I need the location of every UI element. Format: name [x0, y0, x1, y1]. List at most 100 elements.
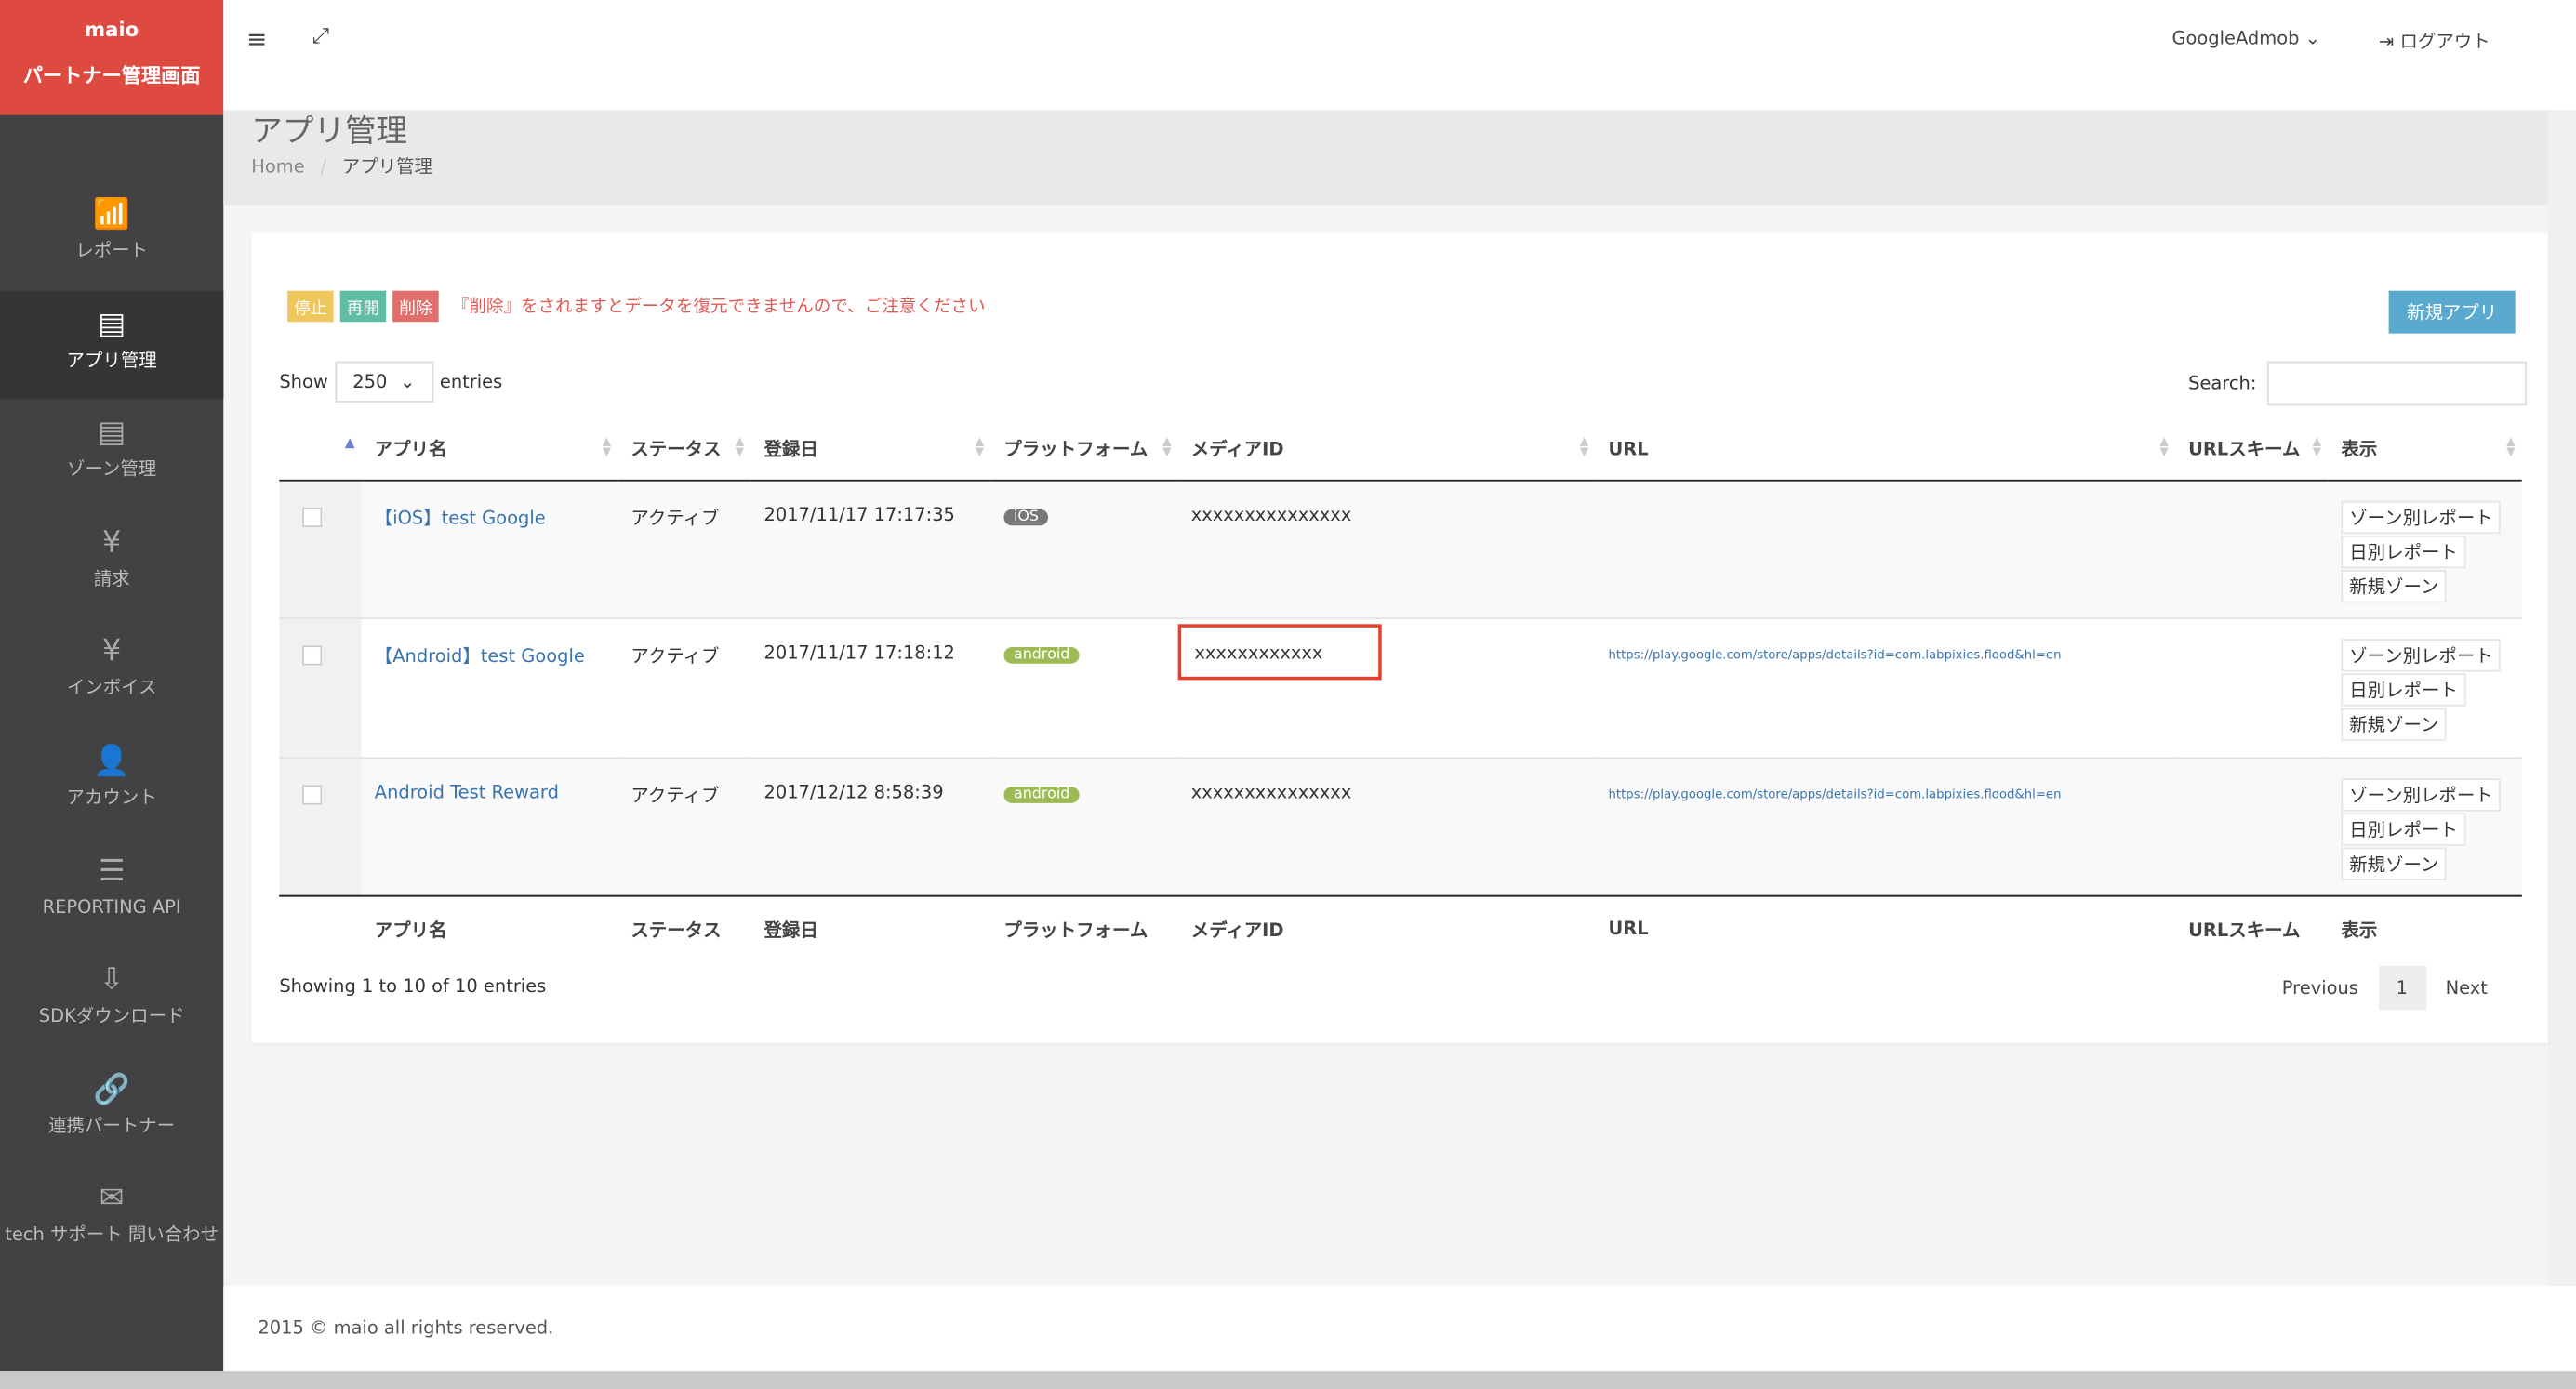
status-legend: 停止 再開 削除 『削除』をされますとデータを復元できませんので、ご注意ください: [287, 290, 986, 323]
action-button-1[interactable]: 日別レポート: [2341, 812, 2466, 845]
apps-table: ▲ アプリ名 ▲ ▼ ステータス ▲ ▼ 登録日 ▲ ▼ プラットフォーム ▲ ▼ メディアID ▲ ▼ URL…: [279, 418, 2522, 962]
page-1-button[interactable]: 1: [2378, 965, 2426, 1011]
sidebar-item-label: tech サポート 問い合わせ: [5, 1224, 219, 1246]
breadcrumb-home[interactable]: Home: [251, 155, 305, 178]
date-cell: 2017/11/17 17:18:12: [750, 618, 991, 759]
logout-icon: ⇥: [2379, 31, 2395, 53]
sidebar-item-7[interactable]: ⇩ SDKダウンロード: [0, 946, 223, 1056]
yen-icon: ¥: [101, 634, 122, 669]
column-header[interactable]: URLスキーム ▲ ▼: [2174, 418, 2329, 481]
scroll-track: [2547, 110, 2576, 1287]
column-header-label: プラットフォーム: [1003, 439, 1149, 461]
hamburger-menu-icon[interactable]: ≡: [246, 24, 268, 55]
app-name-cell: 【Android】test Google: [361, 618, 618, 759]
sidebar: maio パートナー管理画面 📶 レポート ▤ アプリ管理 ▤ ゾーン管理 ¥ 請求 ¥ インボイ…: [0, 0, 224, 1372]
column-header[interactable]: URL ▲ ▼: [1595, 418, 2175, 481]
row-checkbox[interactable]: [302, 784, 323, 804]
entries-length: Show 250 ⌄ entries: [279, 361, 502, 403]
media-id-cell: xxxxxxxxxxxxxxx: [1177, 479, 1596, 620]
brand-subtitle: パートナー管理画面: [22, 63, 201, 87]
app-name-cell: Android Test Reward: [361, 757, 618, 897]
actions-cell: ゾーン別レポート 日別レポート 新規ゾーン: [2328, 757, 2522, 897]
sidebar-item-3[interactable]: ¥ 請求: [0, 509, 223, 618]
app-name-link[interactable]: 【iOS】test Google: [374, 506, 546, 528]
url-link[interactable]: https://play.google.com/store/apps/detai…: [1608, 647, 2062, 662]
action-button-2[interactable]: 新規ゾーン: [2341, 569, 2448, 602]
action-button-0[interactable]: ゾーン別レポート: [2341, 639, 2502, 672]
action-button-1[interactable]: 日別レポート: [2341, 673, 2466, 707]
logout-link[interactable]: ⇥ ログアウト: [2379, 28, 2490, 54]
new-app-button[interactable]: 新規アプリ: [2388, 290, 2516, 334]
app-name-link[interactable]: Android Test Reward: [374, 781, 559, 802]
column-header-label: プラットフォーム: [1003, 919, 1149, 941]
envelope-icon: ✉: [99, 1181, 125, 1216]
column-header[interactable]: 表示 ▲ ▼: [2328, 418, 2522, 481]
app-name-link[interactable]: 【Android】test Google: [374, 645, 585, 668]
media-id: xxxxxxxxxxxxxxx: [1190, 781, 1352, 802]
sidebar-item-9[interactable]: ✉ tech サポート 問い合わせ: [0, 1165, 223, 1275]
previous-button[interactable]: Previous: [2281, 977, 2358, 999]
logout-label: ログアウト: [2399, 31, 2490, 53]
breadcrumb-current: アプリ管理: [341, 155, 432, 178]
column-header-label: アプリ名: [374, 919, 447, 941]
column-header[interactable]: メディアID ▲ ▼: [1177, 418, 1596, 481]
sidebar-item-5[interactable]: 👤 アカウント: [0, 728, 223, 838]
column-header[interactable]: アプリ名 ▲ ▼: [361, 418, 618, 481]
url-scheme-cell: [2174, 479, 2329, 620]
actions-cell: ゾーン別レポート 日別レポート 新規ゾーン: [2328, 479, 2522, 620]
platform-badge: android: [1003, 786, 1080, 802]
fullscreen-icon[interactable]: ⤢: [312, 24, 330, 49]
sort-icon: ▲ ▼: [2159, 435, 2169, 458]
action-button-0[interactable]: ゾーン別レポート: [2341, 777, 2502, 811]
action-button-2[interactable]: 新規ゾーン: [2341, 708, 2448, 741]
sidebar-item-label: ゾーン管理: [67, 458, 157, 481]
link-icon: 🔗: [93, 1072, 130, 1107]
sort-asc-icon: ▲: [344, 435, 355, 451]
sidebar-item-0[interactable]: 📶 レポート: [0, 180, 223, 290]
search-box: Search:: [2188, 361, 2527, 406]
page-header: アプリ管理 Home / アプリ管理: [223, 110, 2576, 205]
url-cell: [1595, 479, 2175, 620]
sidebar-item-6[interactable]: ☰ REPORTING API: [0, 837, 223, 946]
column-header-label: URL: [1608, 438, 1649, 460]
column-header[interactable]: ステータス ▲ ▼: [617, 418, 751, 481]
sort-icon: ▲ ▼: [975, 435, 985, 458]
table-info: Showing 1 to 10 of 10 entries: [279, 975, 547, 998]
brand-logo[interactable]: maio パートナー管理画面: [0, 0, 224, 115]
column-header[interactable]: 登録日 ▲ ▼: [750, 418, 991, 481]
stop-label: 停止: [287, 290, 334, 323]
chevron-down-icon: ⌄: [400, 371, 416, 393]
action-button-0[interactable]: ゾーン別レポート: [2341, 499, 2502, 534]
next-button[interactable]: Next: [2445, 977, 2488, 999]
table-row: Android Test Reward アクティブ 2017/12/12 8:5…: [279, 757, 2522, 897]
show-label: Show: [279, 371, 328, 393]
sidebar-item-1[interactable]: ▤ アプリ管理: [0, 289, 224, 400]
action-button-1[interactable]: 日別レポート: [2341, 535, 2466, 568]
row-select-cell: [279, 479, 362, 620]
url-link[interactable]: https://play.google.com/store/apps/detai…: [1608, 786, 2062, 801]
sidebar-item-label: 請求: [93, 567, 130, 589]
column-header-label: 表示: [2341, 919, 2378, 941]
row-checkbox[interactable]: [302, 506, 323, 527]
column-header[interactable]: プラットフォーム ▲ ▼: [990, 418, 1178, 481]
file-download-icon: ⇩: [99, 962, 125, 998]
account-dropdown[interactable]: GoogleAdmob ⌄: [2171, 28, 2320, 49]
media-id-cell: xxxxxxxxxxxxxxx: [1177, 757, 1596, 897]
action-button-2[interactable]: 新規ゾーン: [2341, 846, 2448, 880]
resume-label: 再開: [339, 290, 387, 323]
footer-column-header: プラットフォーム: [990, 896, 1177, 962]
entries-select[interactable]: 250 ⌄: [334, 361, 433, 403]
url-scheme-cell: [2174, 757, 2329, 897]
column-header-label: URLスキーム: [2188, 919, 2301, 941]
sidebar-nav: 📶 レポート ▤ アプリ管理 ▤ ゾーン管理 ¥ 請求 ¥ インボイス 👤 アカウント ☰ REPORTI…: [0, 180, 224, 1275]
search-label: Search:: [2188, 373, 2257, 394]
list-document-icon: ▤: [98, 416, 126, 451]
status-cell: アクティブ: [617, 618, 751, 759]
sidebar-item-2[interactable]: ▤ ゾーン管理: [0, 400, 223, 509]
sidebar-item-8[interactable]: 🔗 連携パートナー: [0, 1055, 223, 1165]
row-checkbox[interactable]: [302, 645, 323, 666]
sidebar-item-label: アプリ管理: [66, 349, 157, 371]
column-header-checkbox[interactable]: ▲: [279, 418, 362, 481]
sidebar-item-4[interactable]: ¥ インボイス: [0, 618, 223, 728]
search-input[interactable]: [2266, 361, 2527, 406]
